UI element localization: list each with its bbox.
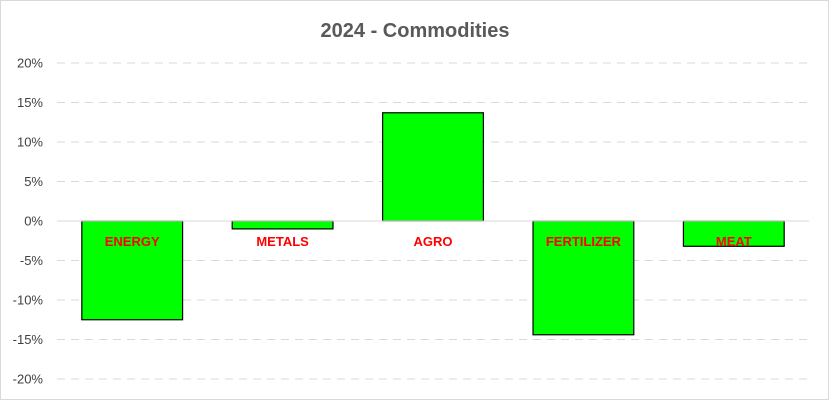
category-label-fertilizer: FERTILIZER — [546, 234, 622, 249]
y-tick-label: -15% — [13, 332, 44, 347]
category-label-energy: ENERGY — [105, 234, 160, 249]
y-tick-label: -10% — [13, 293, 44, 308]
y-tick-label: 5% — [24, 174, 43, 189]
y-tick-label: -5% — [20, 253, 44, 268]
chart-title: 2024 - Commodities — [321, 20, 510, 42]
bar-fertilizer — [532, 220, 635, 336]
y-tick-label: 15% — [17, 95, 43, 110]
bar-agro — [382, 112, 484, 222]
category-label-meat: MEAT — [716, 234, 752, 249]
bar-energy — [81, 220, 184, 321]
y-tick-label: -20% — [13, 372, 44, 387]
y-axis-ticks: 20% 15% 10% 5% 0% -5% -10% -15% -20% — [13, 56, 44, 387]
y-tick-label: 20% — [17, 56, 43, 71]
category-label-agro: AGRO — [414, 234, 453, 249]
category-labels: ENERGY METALS AGRO FERTILIZER MEAT — [105, 234, 752, 249]
category-label-metals: METALS — [256, 234, 309, 249]
y-tick-label: 0% — [24, 214, 43, 229]
y-tick-label: 10% — [17, 135, 43, 150]
bar-metals — [231, 220, 334, 230]
bars — [81, 112, 785, 336]
